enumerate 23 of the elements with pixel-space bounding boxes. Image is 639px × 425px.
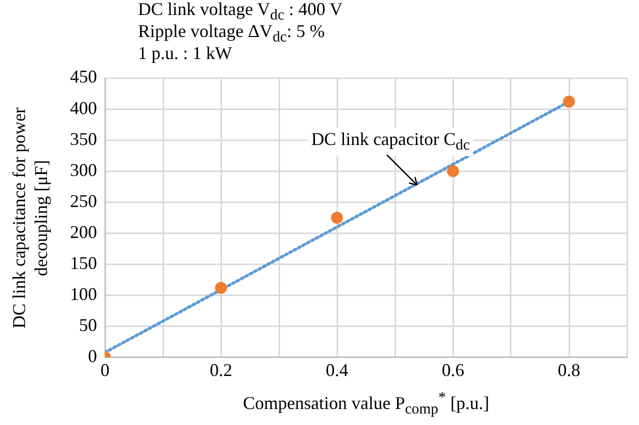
x-axis-title: Compensation value P$_{comp}$$^{*}$ [p.u.] [243,389,490,420]
point [563,96,575,108]
y-tick-label: 50 [79,315,97,336]
point [447,165,459,178]
y-tick-label: 0 [88,346,97,366]
y-tick-label: 350 [70,128,97,149]
x-tick-label: 0.6 [442,360,464,380]
x-tick-label: 0.4 [326,360,348,380]
point [331,212,343,224]
x-tick-label: 0 [100,360,110,380]
text: DC link voltage V$_{dc}$ : 400 V [138,0,343,24]
annotation: DC link capacitor C$_{dc}$ [308,128,473,156]
y-axis-title: DC link capacitance for power decoupling [μF] [8,106,52,330]
y-tick-label: 300 [70,160,97,180]
y-tick-label: 250 [70,190,97,211]
y-tick-label: 450 [70,66,97,87]
point [215,282,227,294]
y-tick-label: 150 [70,253,97,273]
y-tick-label: 200 [70,222,97,242]
y-tick-label: 100 [70,284,97,304]
x-tick-label: 0.8 [558,360,580,380]
x-tick-label: 0.2 [210,360,232,380]
y-tick-label: 400 [70,98,97,118]
